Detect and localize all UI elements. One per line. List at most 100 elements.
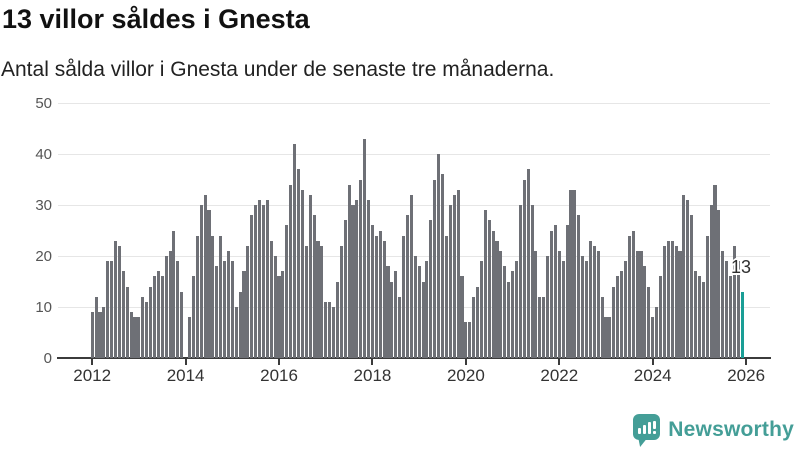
bar — [444, 235, 448, 358]
bar — [530, 205, 534, 358]
bar — [623, 261, 628, 358]
bar — [187, 317, 192, 358]
bar — [402, 235, 406, 358]
bar — [596, 250, 600, 358]
x-axis-tick — [371, 358, 374, 365]
bar — [662, 245, 666, 358]
bar — [553, 225, 557, 358]
bar — [417, 266, 421, 358]
bar — [635, 250, 639, 358]
bar — [429, 220, 433, 358]
bar — [503, 266, 507, 358]
bar — [102, 307, 106, 358]
bar — [647, 286, 651, 358]
bar — [534, 250, 538, 358]
bar — [304, 245, 308, 358]
bar — [367, 199, 371, 358]
bar — [705, 235, 709, 358]
bar — [351, 205, 355, 358]
bar — [199, 205, 203, 358]
bar — [398, 296, 402, 358]
bar — [328, 301, 332, 358]
bar — [608, 317, 612, 358]
bar — [655, 307, 659, 358]
bar — [308, 194, 312, 358]
bar — [425, 261, 429, 358]
bar — [557, 250, 561, 358]
x-axis-tick — [91, 358, 94, 365]
bar — [133, 317, 137, 358]
bar — [335, 281, 339, 358]
bar — [483, 210, 487, 358]
bar — [487, 220, 491, 358]
x-axis-line — [57, 357, 771, 359]
bar — [296, 169, 301, 358]
y-axis-tick-label: 30 — [35, 197, 52, 214]
bar — [495, 240, 499, 358]
bar — [518, 205, 522, 358]
newsworthy-logo[interactable]: Newsworthy — [633, 414, 794, 447]
bar — [542, 296, 546, 358]
bar — [674, 245, 678, 358]
bar — [721, 250, 725, 358]
bar — [651, 317, 655, 358]
x-axis-tick — [464, 358, 467, 365]
bar — [222, 261, 227, 358]
bar — [577, 215, 581, 358]
bar — [234, 307, 238, 358]
bar — [172, 230, 176, 358]
x-axis-tick — [745, 358, 748, 365]
bar — [690, 215, 694, 358]
bar — [658, 276, 663, 358]
gridline — [58, 153, 770, 155]
bar — [476, 286, 480, 358]
bar — [549, 230, 554, 358]
bar — [666, 240, 670, 358]
bar — [246, 245, 250, 358]
bar — [106, 261, 110, 358]
x-axis-year-label: 2014 — [166, 366, 205, 385]
bar — [717, 210, 721, 358]
bar — [612, 286, 616, 358]
bar — [145, 301, 149, 358]
bar — [507, 281, 511, 358]
bar — [207, 210, 211, 358]
bar — [604, 317, 608, 358]
bar — [452, 194, 456, 358]
bar — [378, 230, 382, 358]
bar — [110, 261, 114, 358]
bar — [693, 271, 698, 358]
bar — [588, 240, 592, 358]
bar — [491, 230, 495, 358]
bar — [592, 245, 596, 358]
gridline — [58, 204, 770, 206]
bar — [324, 301, 328, 358]
bar — [211, 235, 215, 358]
bar — [117, 245, 121, 358]
bar — [701, 281, 705, 358]
bar — [300, 189, 304, 358]
y-axis-tick-label: 10 — [35, 299, 52, 316]
bar — [421, 281, 425, 358]
bar — [413, 256, 417, 358]
bar — [114, 240, 118, 358]
chart-subtitle: Antal sålda villor i Gnesta under de sen… — [1, 58, 555, 81]
bar — [137, 317, 141, 358]
bar — [320, 245, 324, 358]
x-axis-year-label: 2012 — [73, 366, 112, 385]
bar — [460, 276, 464, 358]
bar — [682, 194, 686, 358]
x-axis-tick — [651, 358, 654, 365]
bar — [242, 271, 246, 358]
bar — [620, 271, 624, 358]
bar — [156, 271, 160, 358]
bar — [168, 250, 172, 358]
bar — [273, 256, 277, 358]
bar — [546, 256, 550, 358]
bar — [616, 276, 620, 358]
x-axis-year-label: 2018 — [353, 366, 392, 385]
bar — [627, 235, 631, 358]
x-axis-year-label: 2024 — [633, 366, 672, 385]
bar — [725, 261, 729, 358]
